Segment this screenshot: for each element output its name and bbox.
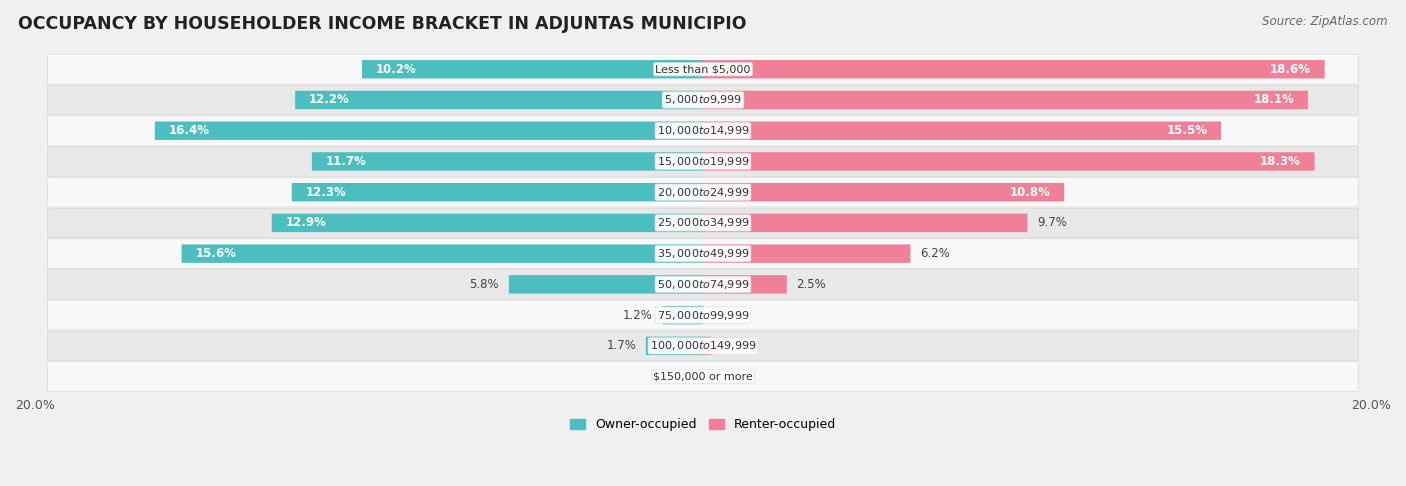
FancyBboxPatch shape [703, 275, 787, 294]
Text: Less than $5,000: Less than $5,000 [655, 64, 751, 74]
Text: 10.2%: 10.2% [375, 63, 416, 76]
FancyBboxPatch shape [48, 362, 1358, 391]
Text: 2.5%: 2.5% [797, 278, 827, 291]
FancyBboxPatch shape [48, 54, 1358, 84]
FancyBboxPatch shape [509, 275, 703, 294]
FancyBboxPatch shape [703, 60, 1324, 78]
FancyBboxPatch shape [48, 300, 1358, 330]
FancyBboxPatch shape [48, 239, 1358, 268]
FancyBboxPatch shape [292, 183, 703, 201]
Text: $100,000 to $149,999: $100,000 to $149,999 [650, 339, 756, 352]
Text: $10,000 to $14,999: $10,000 to $14,999 [657, 124, 749, 137]
FancyBboxPatch shape [48, 85, 1358, 115]
FancyBboxPatch shape [662, 306, 703, 324]
Text: $25,000 to $34,999: $25,000 to $34,999 [657, 216, 749, 229]
Text: 1.2%: 1.2% [623, 309, 652, 322]
Text: $5,000 to $9,999: $5,000 to $9,999 [664, 93, 742, 106]
FancyBboxPatch shape [703, 337, 711, 355]
FancyBboxPatch shape [48, 270, 1358, 299]
Text: OCCUPANCY BY HOUSEHOLDER INCOME BRACKET IN ADJUNTAS MUNICIPIO: OCCUPANCY BY HOUSEHOLDER INCOME BRACKET … [18, 15, 747, 33]
Text: 0.0%: 0.0% [664, 370, 693, 383]
FancyBboxPatch shape [703, 91, 1308, 109]
Text: 11.7%: 11.7% [326, 155, 367, 168]
FancyBboxPatch shape [48, 147, 1358, 176]
Text: $20,000 to $24,999: $20,000 to $24,999 [657, 186, 749, 199]
FancyBboxPatch shape [703, 122, 1220, 140]
Text: 18.6%: 18.6% [1270, 63, 1310, 76]
Text: 1.7%: 1.7% [606, 339, 636, 352]
FancyBboxPatch shape [181, 244, 703, 263]
Text: 12.3%: 12.3% [305, 186, 346, 199]
Text: 0.24%: 0.24% [721, 339, 758, 352]
Text: 15.5%: 15.5% [1167, 124, 1208, 137]
Text: 9.7%: 9.7% [1038, 216, 1067, 229]
Text: 12.2%: 12.2% [309, 93, 350, 106]
Text: $150,000 or more: $150,000 or more [654, 372, 752, 382]
Text: $50,000 to $74,999: $50,000 to $74,999 [657, 278, 749, 291]
FancyBboxPatch shape [703, 152, 1315, 171]
Text: 0.0%: 0.0% [713, 309, 742, 322]
Text: 18.3%: 18.3% [1260, 155, 1301, 168]
FancyBboxPatch shape [48, 116, 1358, 145]
FancyBboxPatch shape [48, 177, 1358, 207]
Text: $75,000 to $99,999: $75,000 to $99,999 [657, 309, 749, 322]
FancyBboxPatch shape [48, 208, 1358, 238]
Text: $35,000 to $49,999: $35,000 to $49,999 [657, 247, 749, 260]
Text: 18.1%: 18.1% [1253, 93, 1295, 106]
FancyBboxPatch shape [48, 331, 1358, 361]
FancyBboxPatch shape [703, 214, 1028, 232]
Text: 6.2%: 6.2% [920, 247, 950, 260]
Legend: Owner-occupied, Renter-occupied: Owner-occupied, Renter-occupied [565, 414, 841, 436]
Text: 5.8%: 5.8% [470, 278, 499, 291]
Text: 0.0%: 0.0% [713, 370, 742, 383]
FancyBboxPatch shape [295, 91, 703, 109]
FancyBboxPatch shape [312, 152, 703, 171]
FancyBboxPatch shape [703, 183, 1064, 201]
Text: $15,000 to $19,999: $15,000 to $19,999 [657, 155, 749, 168]
FancyBboxPatch shape [703, 244, 911, 263]
Text: 10.8%: 10.8% [1010, 186, 1050, 199]
FancyBboxPatch shape [361, 60, 703, 78]
FancyBboxPatch shape [155, 122, 703, 140]
Text: 15.6%: 15.6% [195, 247, 236, 260]
Text: 16.4%: 16.4% [169, 124, 209, 137]
Text: 12.9%: 12.9% [285, 216, 326, 229]
FancyBboxPatch shape [271, 214, 703, 232]
Text: Source: ZipAtlas.com: Source: ZipAtlas.com [1263, 15, 1388, 28]
FancyBboxPatch shape [645, 337, 703, 355]
